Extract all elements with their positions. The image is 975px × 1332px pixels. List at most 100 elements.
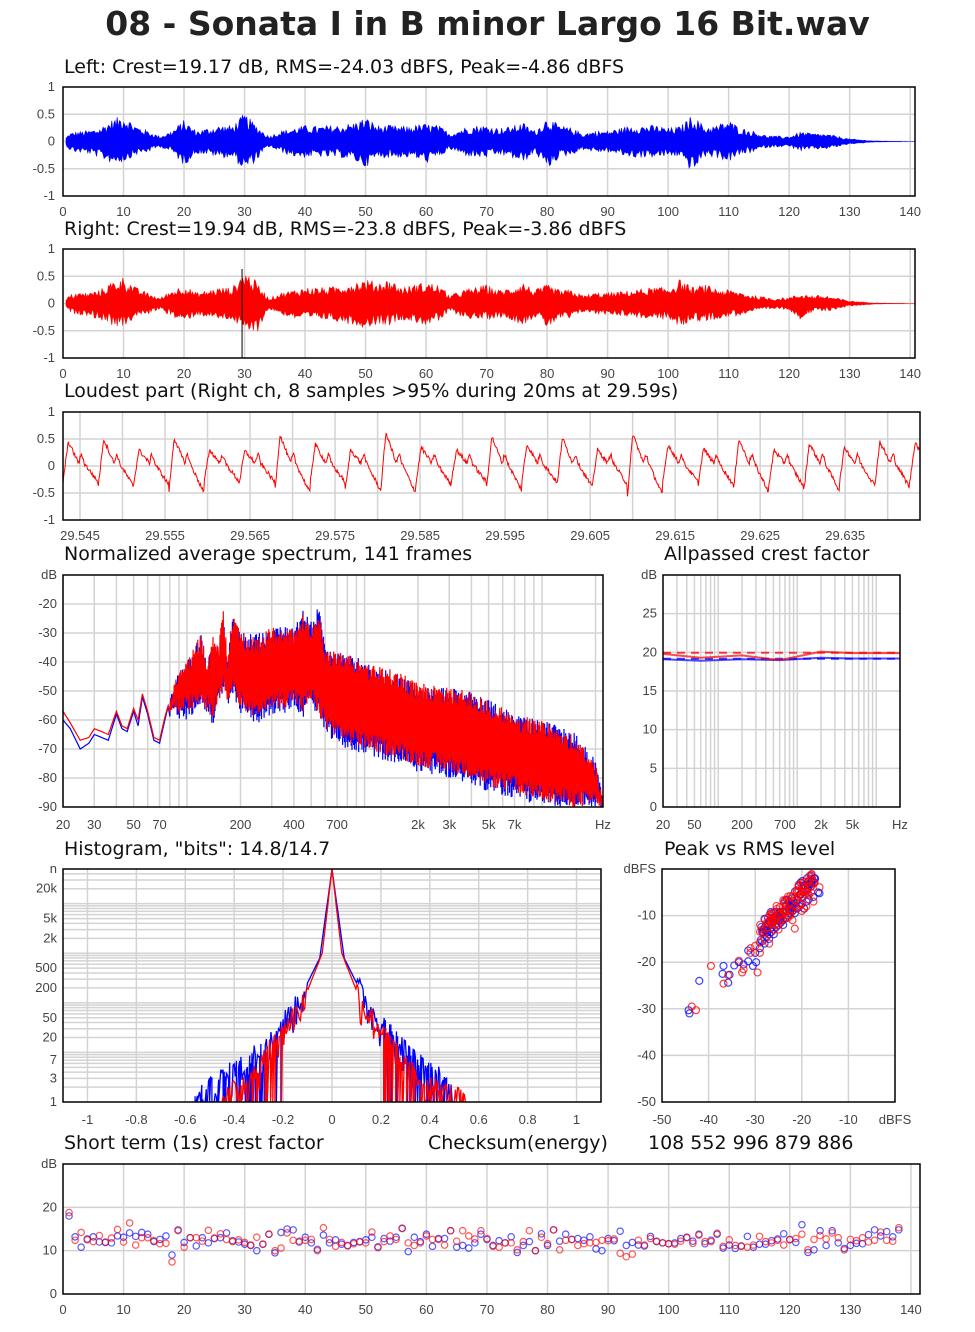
crest-term-point-left	[779, 1229, 788, 1238]
loudest-y-tick: 0	[48, 458, 55, 473]
crest-term-point-right	[767, 1239, 776, 1247]
crest-term-point-right	[398, 1224, 406, 1233]
crest-term-point-left	[368, 1233, 376, 1242]
spectrum-title: Normalized average spectrum, 141 frames	[64, 543, 473, 565]
crest-term-point-left	[253, 1246, 261, 1255]
peak-rms-point-left	[809, 892, 818, 902]
left-waveform-x-tick: 140	[899, 204, 921, 219]
crest-term-point-right	[592, 1238, 600, 1247]
crest-term-point-right	[65, 1208, 73, 1217]
crest-term-point-right	[743, 1243, 752, 1252]
crest-term-point-left	[113, 1232, 122, 1240]
crest-term-point-right	[555, 1246, 564, 1254]
histogram-right-trace	[221, 869, 467, 1102]
crest-term-point-left	[822, 1241, 830, 1250]
right-waveform-y-tick: -1	[43, 350, 55, 365]
crest-term-point-right	[259, 1240, 267, 1248]
crest-term-point-left	[319, 1231, 328, 1239]
crest-term-point-left	[622, 1241, 631, 1250]
loudest-part-trace	[63, 432, 920, 497]
crest-term-point-left	[876, 1232, 885, 1240]
left-waveform-y-tick: -1	[43, 188, 55, 203]
allpass-x-tick: 700	[774, 817, 796, 832]
crest-term-point-left	[77, 1243, 85, 1252]
crest-term-point-right	[107, 1234, 116, 1242]
crest-term-x-tick: 50	[359, 1302, 373, 1317]
spectrum-frame	[62, 574, 604, 808]
peak-rms-point-left	[744, 946, 753, 955]
crest-term-point-left	[755, 1240, 764, 1248]
crest-term-point-left	[507, 1233, 515, 1241]
peak-rms-point-right	[807, 870, 816, 879]
left-waveform-y-tick: -0.5	[33, 161, 55, 176]
allpass-x-tick: Hz	[892, 817, 908, 832]
histogram-y-tick: 7	[50, 1052, 57, 1067]
histogram-x-tick: -1	[82, 1112, 94, 1127]
histogram-x-tick: 0.6	[470, 1112, 488, 1127]
right-waveform-x-tick: 50	[358, 366, 372, 381]
crest-term-point-right	[234, 1236, 243, 1244]
right-waveform-x-tick: 60	[419, 366, 433, 381]
crest-term-point-right	[216, 1229, 225, 1238]
crest-term-point-right	[119, 1238, 128, 1246]
crest-term-point-left	[574, 1234, 582, 1243]
crest-term-point-right	[180, 1243, 188, 1252]
right-waveform-y-tick: 0.5	[37, 268, 55, 283]
crest-term-point-left	[440, 1234, 449, 1243]
crest-term-point-right	[422, 1232, 431, 1240]
crest-term-x-tick: 20	[177, 1302, 191, 1317]
crest-term-point-left	[810, 1246, 818, 1254]
allpass-x-tick: 20	[656, 817, 670, 832]
left-waveform-x-tick: 120	[778, 204, 800, 219]
left-waveform-x-tick: 50	[358, 204, 372, 219]
crest-term-point-right	[676, 1237, 685, 1245]
left-waveform-x-tick: 20	[177, 204, 191, 219]
crest-term-point-left	[580, 1236, 588, 1245]
spectrum-y-tick: -40	[38, 654, 57, 669]
crest-term-point-right	[464, 1232, 473, 1240]
crest-term-point-right	[240, 1238, 249, 1247]
histogram-x-tick: 0.8	[519, 1112, 537, 1127]
peak-rms-point-right	[802, 902, 811, 911]
loudest-x-tick: 29.565	[230, 528, 270, 543]
crest-term-point-right	[695, 1231, 703, 1239]
left-waveform-x-tick: 130	[839, 204, 861, 219]
crest-term-point-right	[779, 1241, 788, 1249]
crest-term-point-left	[119, 1233, 128, 1242]
allpass-x-tick: 200	[731, 817, 753, 832]
crest-term-point-right	[810, 1235, 818, 1244]
crest-term-point-left	[71, 1233, 79, 1241]
allpass-x-tick: 2k	[814, 817, 828, 832]
crest-term-x-tick: 130	[839, 1302, 861, 1317]
crest-term-point-right	[428, 1235, 437, 1244]
crest-term-point-left	[180, 1238, 188, 1247]
left-waveform-x-tick: 30	[237, 204, 251, 219]
spectrum-y-tick: -90	[38, 799, 57, 814]
crest-term-point-left	[162, 1232, 170, 1240]
spectrum-y-tick: -70	[38, 741, 57, 756]
histogram-y-tick: 2k	[43, 930, 57, 945]
histogram-y-tick: 1	[50, 1094, 57, 1109]
crest-term-point-left	[586, 1233, 594, 1241]
crest-term-point-right	[792, 1234, 800, 1243]
loudest-y-tick: 0.5	[37, 431, 55, 446]
spectrum-x-tick: 2k	[411, 817, 425, 832]
crest-term-point-right	[156, 1239, 164, 1248]
crest-term-point-right	[816, 1231, 824, 1240]
loudest-y-tick: -1	[43, 512, 55, 527]
right-waveform-x-tick: 80	[540, 366, 554, 381]
left-waveform-y-tick: 0.5	[37, 106, 55, 121]
peak-rms-point-right	[768, 920, 777, 929]
histogram-title: Histogram, "bits": 14.8/14.7	[64, 838, 331, 860]
left-waveform-y-tick: 0	[48, 134, 55, 149]
peak-rms-point-right	[805, 871, 814, 881]
crest-term-x-tick: 40	[298, 1302, 312, 1317]
crest-term-point-right	[640, 1241, 649, 1249]
peak-rms-point-left	[685, 1009, 694, 1018]
crest-term-point-right	[125, 1219, 134, 1227]
crest-term-point-left	[804, 1248, 812, 1257]
crest-term-point-right	[537, 1233, 546, 1242]
crest-term-x-tick: 80	[540, 1302, 554, 1317]
peak-rms-point-right	[772, 901, 781, 911]
peak-rms-point-left	[744, 957, 753, 966]
